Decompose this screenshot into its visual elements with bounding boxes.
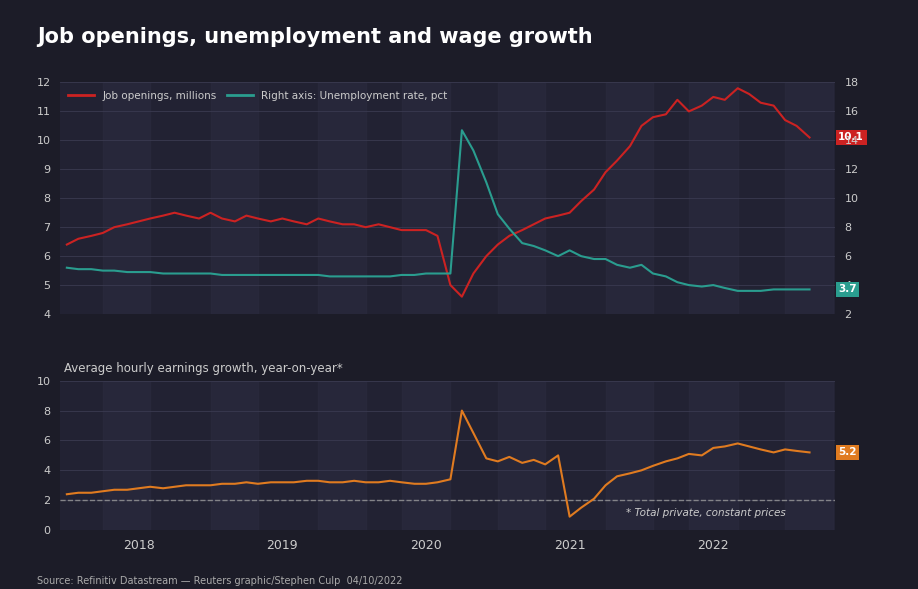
- Bar: [401, 82, 451, 314]
- Bar: [103, 380, 151, 530]
- Text: 3.7: 3.7: [838, 284, 856, 294]
- Bar: [401, 380, 451, 530]
- Bar: [606, 82, 653, 314]
- Bar: [785, 380, 833, 530]
- Text: Average hourly earnings growth, year-on-year*: Average hourly earnings growth, year-on-…: [63, 362, 342, 375]
- Text: * Total private, constant prices: * Total private, constant prices: [626, 508, 786, 518]
- Text: Job openings, unemployment and wage growth: Job openings, unemployment and wage grow…: [37, 27, 592, 47]
- Text: 5.2: 5.2: [838, 448, 856, 458]
- Bar: [103, 82, 151, 314]
- Bar: [688, 380, 738, 530]
- Bar: [606, 380, 653, 530]
- Bar: [319, 380, 365, 530]
- Bar: [498, 82, 545, 314]
- Legend: Job openings, millions, Right axis: Unemployment rate, pct: Job openings, millions, Right axis: Unem…: [65, 88, 451, 104]
- Bar: [785, 82, 833, 314]
- Bar: [688, 82, 738, 314]
- Text: Source: Refinitiv Datastream — Reuters graphic/Stephen Culp  04/10/2022: Source: Refinitiv Datastream — Reuters g…: [37, 576, 402, 586]
- Text: 10.1: 10.1: [838, 133, 864, 143]
- Bar: [210, 82, 258, 314]
- Bar: [210, 380, 258, 530]
- Bar: [319, 82, 365, 314]
- Bar: [498, 380, 545, 530]
